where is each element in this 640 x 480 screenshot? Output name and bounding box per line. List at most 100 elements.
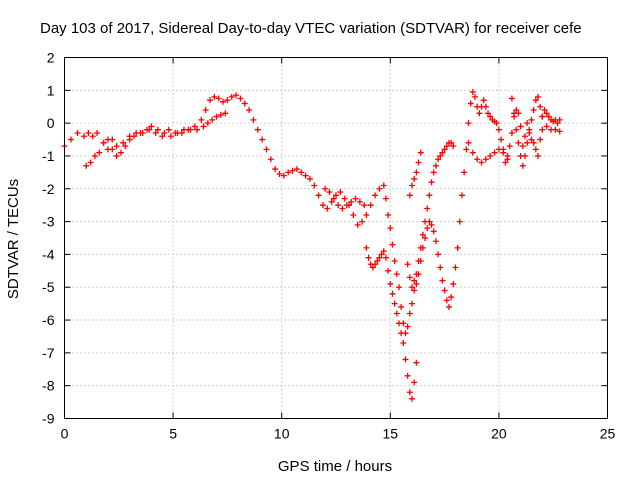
y-tick-label: -6 (42, 312, 55, 328)
data-point (413, 271, 420, 278)
data-point (485, 110, 492, 117)
data-point (406, 274, 413, 281)
data-point (224, 97, 231, 104)
y-tick-label: -9 (42, 411, 55, 427)
data-point (519, 143, 526, 150)
data-point (461, 169, 468, 176)
data-point (428, 179, 435, 186)
data-point (465, 139, 472, 146)
data-point (187, 126, 194, 133)
data-point (343, 202, 350, 209)
data-point (315, 192, 322, 199)
data-point (302, 172, 309, 179)
data-point (430, 169, 437, 176)
data-point (337, 189, 344, 196)
data-point (298, 169, 305, 176)
x-tick-label: 0 (61, 426, 69, 442)
data-point (435, 251, 442, 258)
data-point (311, 182, 318, 189)
data-point (504, 152, 511, 159)
data-point (526, 129, 533, 136)
data-point (467, 100, 474, 107)
y-tick-label: -1 (42, 148, 55, 164)
data-point (404, 261, 411, 268)
data-point (413, 169, 420, 176)
data-point (530, 107, 537, 114)
data-point (398, 330, 405, 337)
data-point (350, 212, 357, 219)
data-point (495, 126, 502, 133)
x-tick-label: 25 (600, 426, 616, 442)
data-point (200, 123, 207, 130)
data-point (180, 126, 187, 133)
data-point (400, 340, 407, 347)
data-point (463, 146, 470, 153)
data-point (335, 202, 342, 209)
data-point (352, 195, 359, 202)
data-point (498, 136, 505, 143)
data-point (348, 198, 355, 205)
data-point (363, 212, 370, 219)
data-point (207, 97, 214, 104)
data-point (167, 133, 174, 140)
data-point (250, 116, 257, 123)
data-point (148, 123, 155, 130)
data-point (241, 100, 248, 107)
data-point (113, 143, 120, 150)
data-point (215, 95, 222, 102)
data-point (113, 152, 120, 159)
data-point (506, 143, 513, 150)
data-point (285, 169, 292, 176)
y-tick-label: 0 (47, 115, 55, 131)
data-point (117, 149, 124, 156)
data-point (85, 129, 92, 136)
data-point (409, 284, 416, 291)
data-point (532, 97, 539, 104)
y-tick-label: 1 (47, 82, 55, 98)
data-point (393, 271, 400, 278)
data-point (363, 244, 370, 251)
data-point (356, 198, 363, 205)
data-point (209, 116, 216, 123)
data-point (74, 129, 81, 136)
data-point (511, 110, 518, 117)
data-point (513, 107, 520, 114)
y-tick-label: -3 (42, 214, 55, 230)
data-point (458, 192, 465, 199)
data-point (556, 128, 563, 135)
data-point (404, 323, 411, 330)
data-point (237, 95, 244, 102)
data-point (259, 136, 266, 143)
data-point (539, 113, 546, 120)
data-point (432, 162, 439, 169)
data-point (524, 120, 531, 127)
data-point (439, 149, 446, 156)
data-point (450, 280, 457, 287)
grid (64, 57, 608, 419)
data-point (474, 156, 481, 163)
x-tick-label: 10 (274, 426, 290, 442)
data-point (456, 218, 463, 225)
data-point (328, 198, 335, 205)
data-point (367, 202, 374, 209)
data-point (126, 136, 133, 143)
data-point (213, 113, 220, 120)
data-point (276, 171, 283, 178)
data-point (374, 257, 381, 264)
data-point (154, 126, 161, 133)
data-point (404, 372, 411, 379)
data-point (411, 379, 418, 386)
data-point (439, 277, 446, 284)
data-point (306, 175, 313, 182)
data-point (220, 98, 227, 105)
data-point (341, 195, 348, 202)
data-point (539, 126, 546, 133)
data-point (96, 149, 103, 156)
data-point (508, 129, 515, 136)
data-point (521, 133, 528, 140)
data-point (534, 93, 541, 100)
data-point (217, 111, 224, 118)
data-point (552, 126, 559, 133)
y-tick-labels: 2 1 0 -1 -2 -3 -4 -5 -6 -7 -8 -9 (42, 50, 55, 427)
x-tick-label: 5 (169, 426, 177, 442)
